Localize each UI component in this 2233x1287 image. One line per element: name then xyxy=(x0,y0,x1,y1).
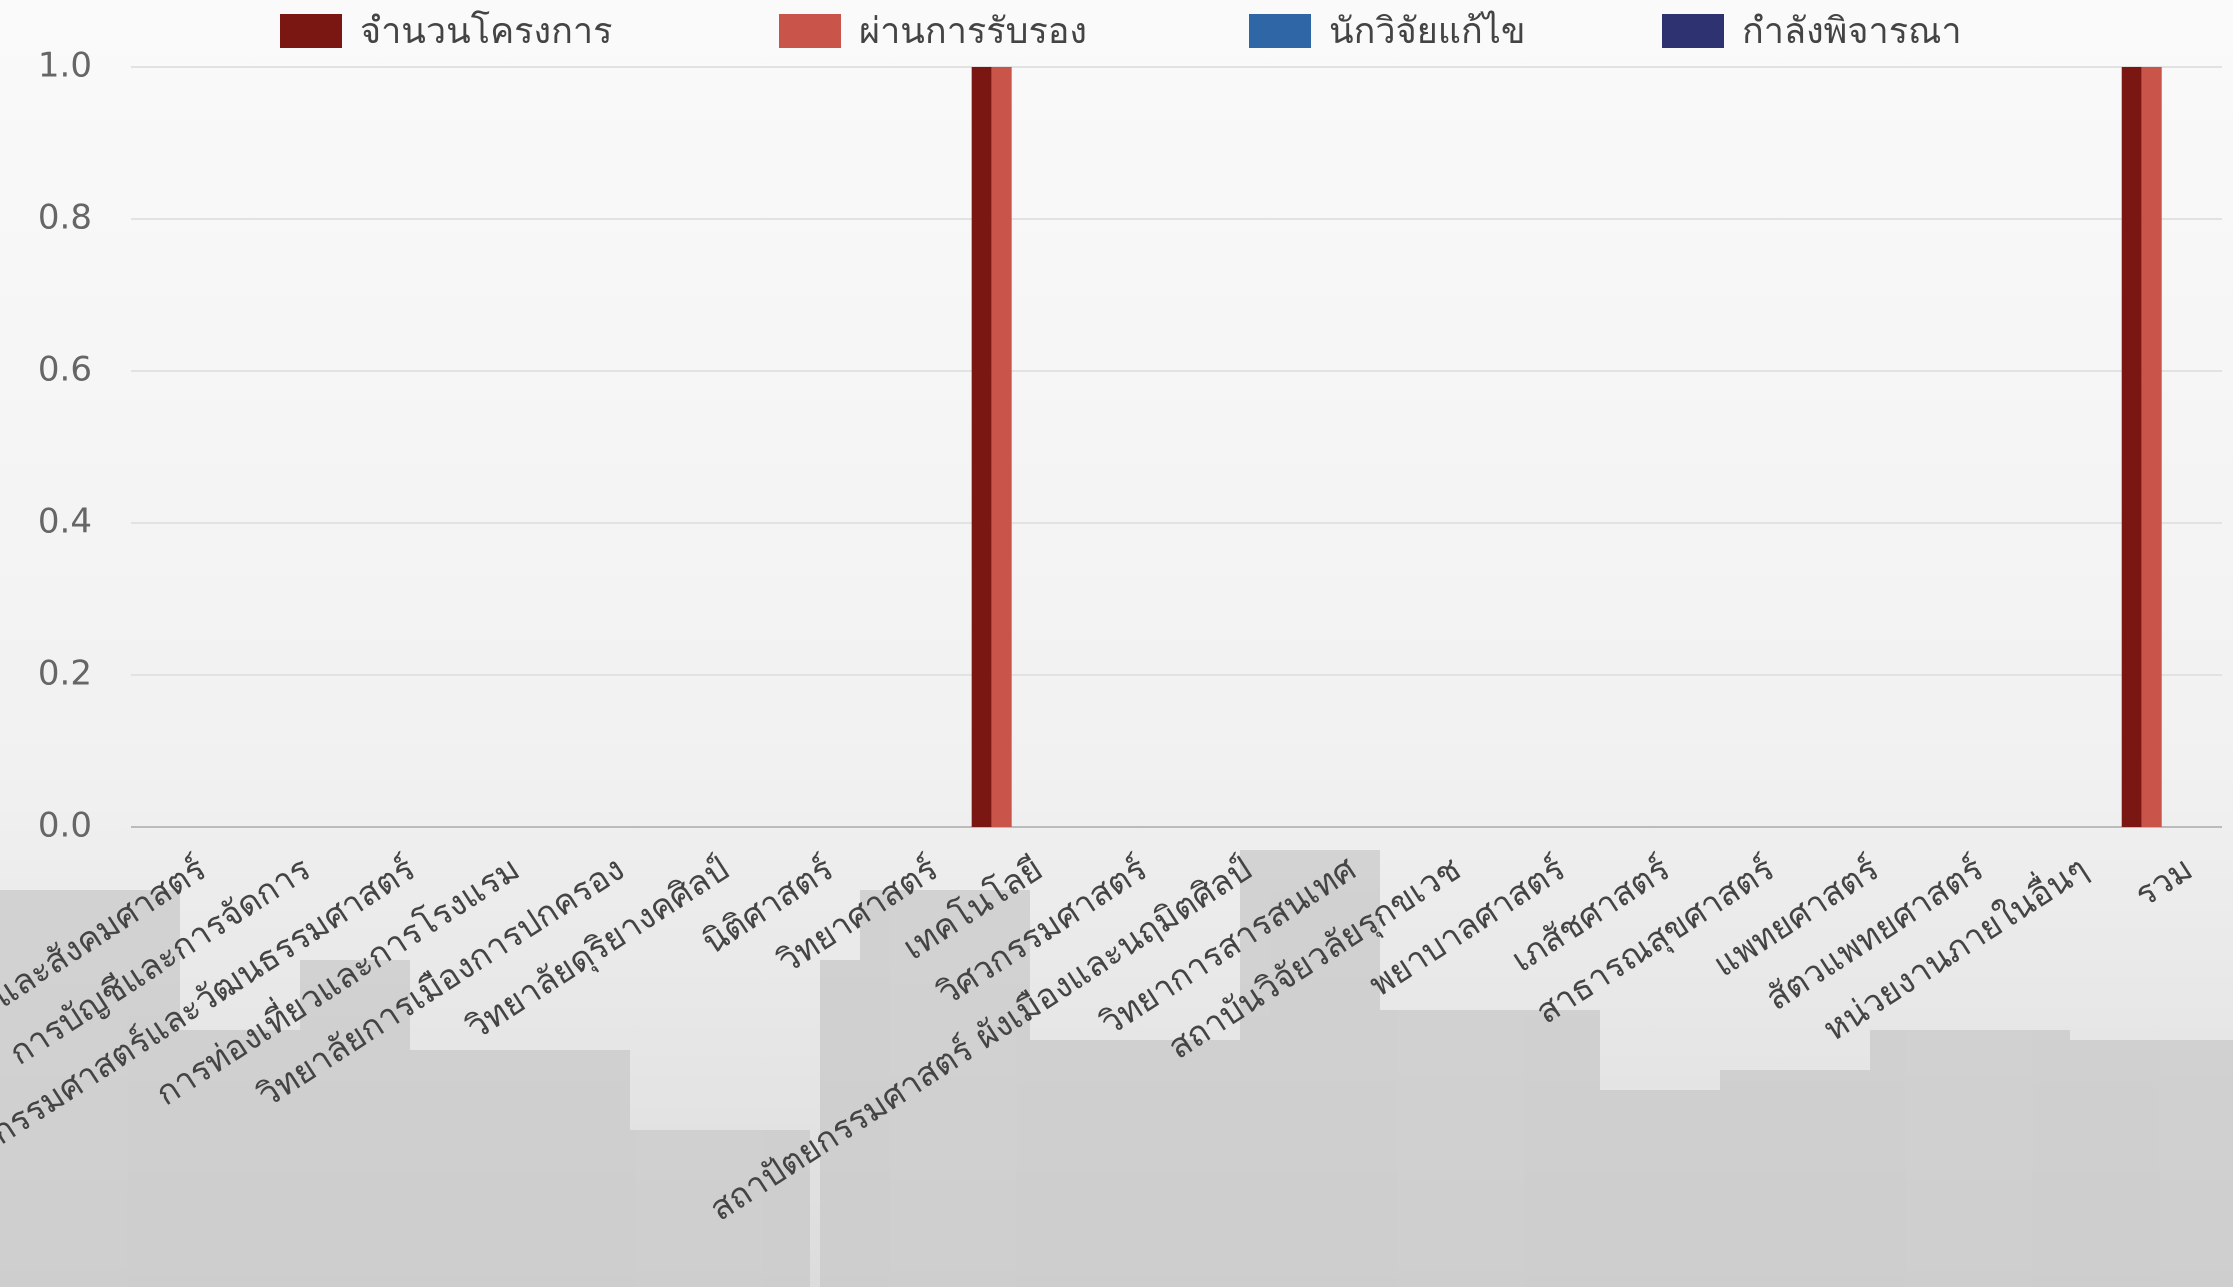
y-tick-label: 1.0 xyxy=(38,46,92,86)
legend-label: กำลังพิจารณา xyxy=(1742,11,1962,52)
bar xyxy=(2141,67,2162,827)
y-tick-label: 0.4 xyxy=(38,502,92,542)
legend-swatch xyxy=(280,14,342,48)
bar xyxy=(2121,67,2142,827)
y-tick-label: 0.6 xyxy=(38,350,92,390)
bar xyxy=(991,67,1012,827)
skyline xyxy=(0,850,2233,1287)
bar xyxy=(971,67,992,827)
legend-swatch xyxy=(1249,14,1311,48)
y-tick-label: 0.0 xyxy=(38,806,92,846)
legend-label: จำนวนโครงการ xyxy=(360,10,612,52)
legend-label: นักวิจัยแก้ไข xyxy=(1329,10,1526,52)
y-tick-label: 0.8 xyxy=(38,198,92,238)
y-tick-label: 0.2 xyxy=(38,654,92,694)
legend-swatch xyxy=(1662,14,1724,48)
legend-swatch xyxy=(779,14,841,48)
legend-label: ผ่านการรับรอง xyxy=(859,11,1087,52)
